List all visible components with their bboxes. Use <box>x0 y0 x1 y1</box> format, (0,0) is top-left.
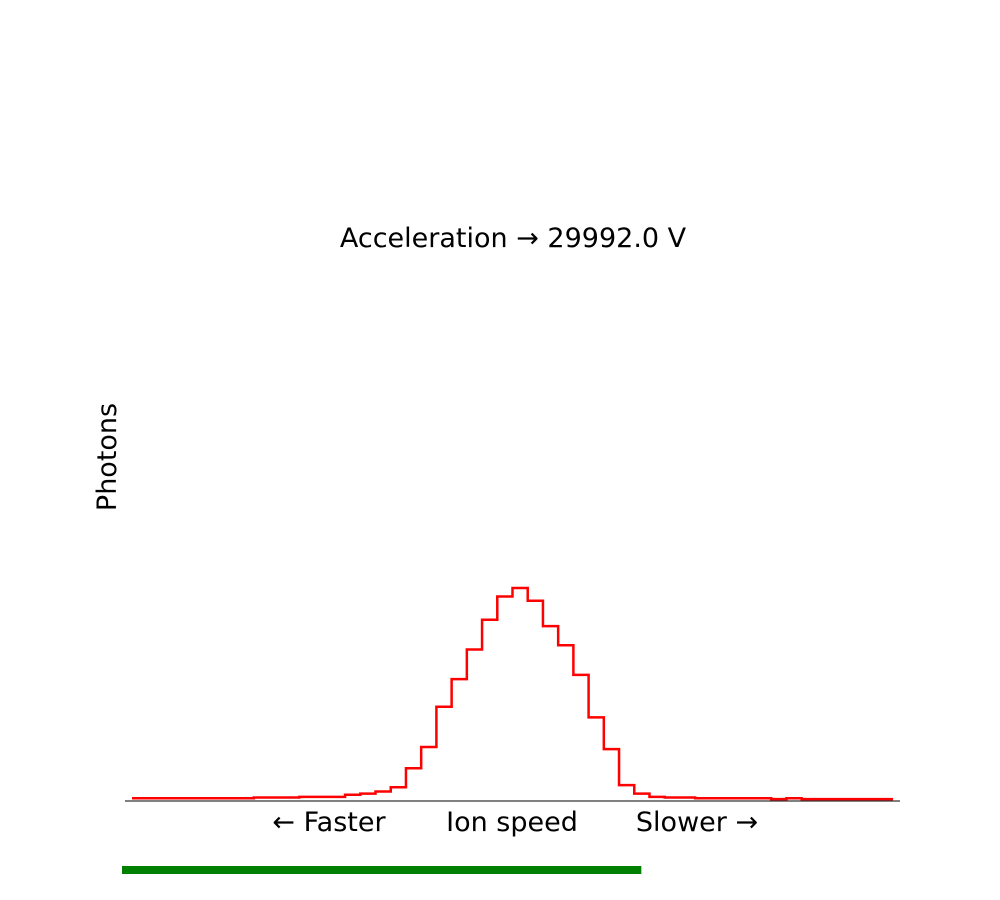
x-axis-label-faster: ← Faster <box>272 807 386 838</box>
photon-count-step-series <box>132 586 893 801</box>
y-axis-label: Photons <box>92 403 123 511</box>
chart-title: Acceleration → 29992.0 V <box>340 223 687 254</box>
x-axis-label-ion-speed: Ion speed <box>446 807 578 838</box>
progress-bar <box>122 866 642 874</box>
x-axis-label-slower: Slower → <box>636 807 758 838</box>
series-layer <box>132 586 893 801</box>
